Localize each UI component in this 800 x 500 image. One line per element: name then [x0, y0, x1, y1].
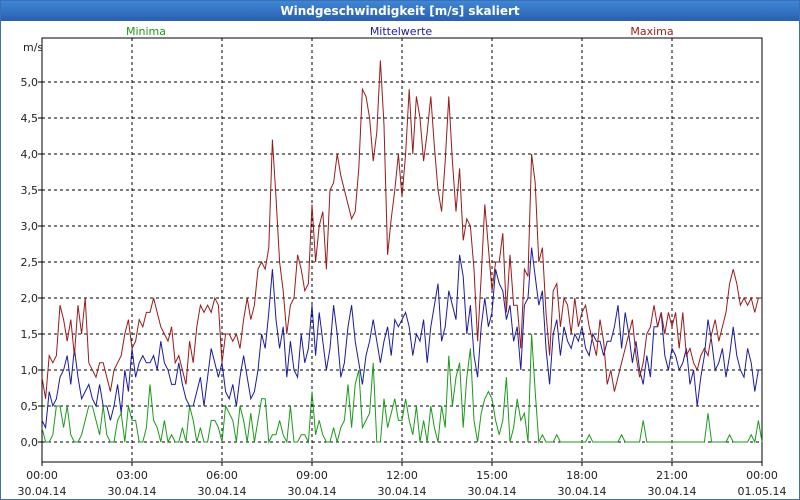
series-line-maxima: [41, 60, 762, 399]
x-tick-date: 30.04.14: [648, 485, 697, 498]
x-tick-time: 15:00: [476, 469, 508, 482]
y-tick-label: 0,5: [21, 400, 39, 413]
x-tick-time: 06:00: [206, 469, 238, 482]
series-line-minima: [41, 333, 763, 444]
series-line-mittelwerte: [41, 247, 762, 430]
x-tick-date: 30.04.14: [198, 485, 247, 498]
x-tick-time: 18:00: [566, 469, 598, 482]
x-tick-date: 30.04.14: [18, 485, 67, 498]
y-tick-label: 1,5: [21, 328, 39, 341]
x-tick-date: 30.04.14: [378, 485, 427, 498]
y-tick-label: 3,5: [21, 184, 39, 197]
x-tick-time: 03:00: [116, 469, 148, 482]
x-tick-date: 30.04.14: [558, 485, 607, 498]
x-tick-time: 21:00: [656, 469, 688, 482]
y-tick-label: 2,0: [21, 292, 39, 305]
y-tick-label: 0,0: [21, 436, 39, 449]
x-tick-date: 01.05.14: [738, 485, 787, 498]
grid-lines: [42, 38, 762, 462]
y-tick-label: 4,5: [21, 112, 39, 125]
legend-minima: Minima: [126, 25, 166, 38]
x-tick-date: 30.04.14: [108, 485, 157, 498]
legend-maxima: Maxima: [630, 25, 673, 38]
y-axis-label: m/s: [23, 41, 43, 54]
x-tick-time: 00:00: [746, 469, 778, 482]
legend-mittelwerte: Mittelwerte: [370, 25, 433, 38]
x-tick-time: 12:00: [386, 469, 418, 482]
series-lines: [41, 60, 763, 444]
x-tick-time: 00:00: [26, 469, 58, 482]
y-tick-label: 4,0: [21, 148, 39, 161]
y-tick-label: 1,0: [21, 364, 39, 377]
x-axis-ticks: 00:00 30.04.14 03:00 30.04.14 06:00 30.04.14 0…: [18, 462, 787, 498]
y-axis-ticks: 0,0 0,5 1,0 1,5 2,0 2,5 3,0 3,5 4,0 4,5 5,0: [21, 76, 42, 449]
x-tick-date: 30.04.14: [468, 485, 517, 498]
y-tick-label: 5,0: [21, 76, 39, 89]
y-tick-label: 2,5: [21, 256, 39, 269]
x-tick-date: 30.04.14: [288, 485, 337, 498]
x-tick-time: 09:00: [296, 469, 328, 482]
y-tick-label: 3,0: [21, 220, 39, 233]
window-title: Windgeschwindigkeit [m/s] skaliert: [1, 1, 799, 21]
